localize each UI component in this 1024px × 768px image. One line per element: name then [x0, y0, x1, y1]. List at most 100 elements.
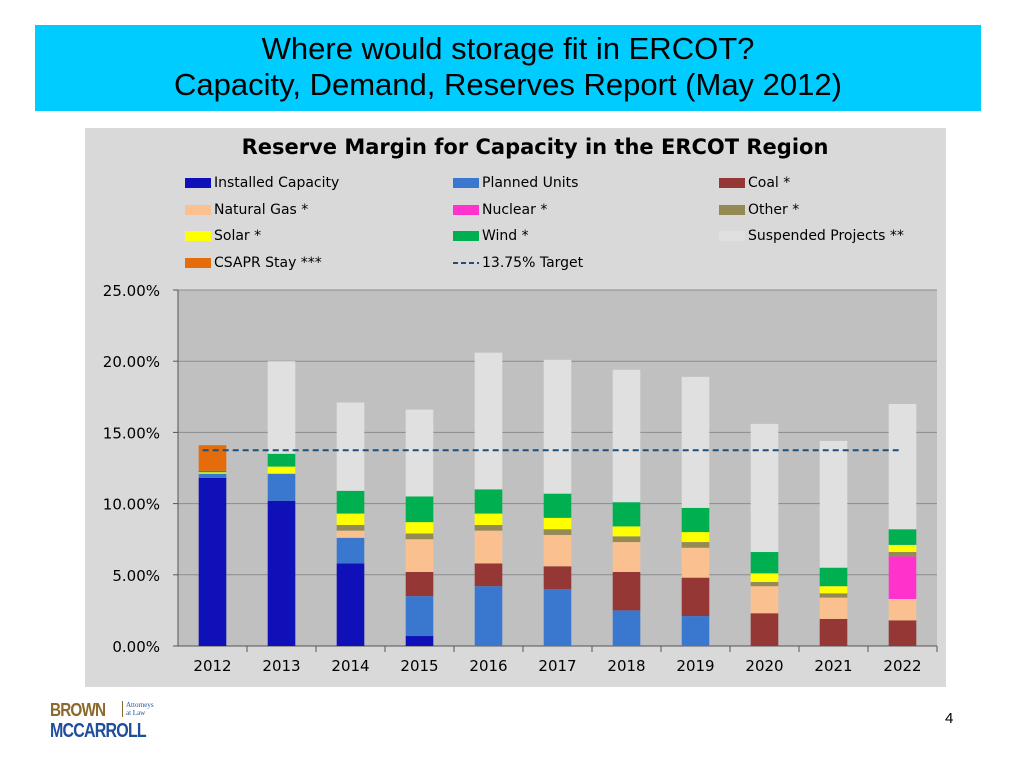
bar-segment-natural-gas-2015	[405, 539, 434, 572]
bar-segment-wind-2021	[819, 567, 848, 587]
logo-brown-text: BROWN	[50, 700, 106, 720]
bar-segment-solar-2019	[681, 532, 710, 543]
bar-segment-natural-gas-2019	[681, 547, 710, 578]
x-tick-label: 2015	[400, 657, 438, 675]
bar-segment-planned-units-2013	[267, 473, 296, 501]
bar-segment-coal-2016	[474, 563, 503, 587]
bar-segment-natural-gas-2017	[543, 534, 572, 567]
legend-item-wind: Wind *	[453, 228, 529, 244]
slide-title-band: Where would storage fit in ERCOT? Capaci…	[35, 25, 981, 111]
bar-segment-coal-2018	[612, 571, 641, 611]
legend-item-coal-label: Coal *	[748, 175, 790, 191]
bar-segment-wind-2016	[474, 489, 503, 514]
legend-item-solar-swatch	[185, 231, 211, 241]
legend-item-csapr-stay-swatch	[185, 258, 211, 268]
x-tick-label: 2016	[469, 657, 507, 675]
chart-panel: Reserve Margin for Capacity in the ERCOT…	[85, 128, 946, 687]
chart-legend: Installed Capacity Planned Units Coal * Nat…	[185, 175, 904, 271]
bar-segment-coal-2022	[888, 620, 917, 646]
bar-segment-wind-2020	[750, 552, 779, 574]
bar-segment-planned-units-2012	[198, 473, 227, 478]
bar-segment-installed-capacity-2013	[267, 500, 296, 646]
bar-segment-planned-units-2015	[405, 596, 434, 637]
legend-item-nuclear: Nuclear *	[453, 202, 547, 218]
bar-segment-natural-gas-2020	[750, 586, 779, 614]
legend-item-planned-units-swatch	[453, 178, 479, 188]
logo-tagline: Attorneys at Law	[122, 701, 154, 717]
bar-segment-wind-2014	[336, 490, 365, 514]
chart-title: Reserve Margin for Capacity in the ERCOT…	[242, 135, 829, 159]
bar-segment-natural-gas-2014	[336, 530, 365, 538]
bar-segment-planned-units-2016	[474, 586, 503, 646]
logo-mccarroll-text: MCCARROLL	[50, 720, 147, 742]
bar-segment-wind-2017	[543, 493, 572, 518]
legend-item-wind-swatch	[453, 231, 479, 241]
bar-segment-suspended-projects-2014	[336, 402, 365, 491]
bar-segment-solar-2018	[612, 526, 641, 537]
legend-item-coal: Coal *	[719, 175, 790, 191]
bar-segment-installed-capacity-2015	[405, 636, 434, 646]
bar-segment-suspended-projects-2013	[267, 361, 296, 454]
legend-item-planned-units: Planned Units	[453, 175, 578, 191]
bar-segment-wind-2012	[198, 470, 227, 473]
y-tick-label: 0.00%	[112, 638, 160, 656]
bar-segment-planned-units-2017	[543, 589, 572, 646]
bar-segment-coal-2020	[750, 613, 779, 646]
plot-area: 0.00% 5.00% 10.00% 15.00% 20.00% 25.00% 2012 20…	[103, 282, 938, 675]
bar-segment-solar-2014	[336, 513, 365, 525]
bar-segment-suspended-projects-2019	[681, 376, 710, 508]
bar-segment-other-2017	[543, 529, 572, 535]
y-tick-label: 20.00%	[103, 353, 160, 371]
logo-tagline-2: at Law	[126, 709, 146, 717]
bar-segment-suspended-projects-2017	[543, 359, 572, 494]
bar-segment-wind-2013	[267, 453, 296, 467]
x-tick-label: 2017	[538, 657, 576, 675]
chart-svg: Reserve Margin for Capacity in the ERCOT…	[103, 135, 938, 675]
legend-item-suspended-projects-label: Suspended Projects **	[748, 228, 904, 244]
x-tick-label: 2012	[193, 657, 231, 675]
bar-segment-coal-2019	[681, 577, 710, 617]
legend-item-installed-capacity-label: Installed Capacity	[214, 175, 339, 191]
legend-item-solar: Solar *	[185, 228, 261, 244]
bar-segment-installed-capacity-2014	[336, 563, 365, 646]
y-tick-label: 10.00%	[103, 496, 160, 514]
bar-segment-solar-2022	[888, 544, 917, 553]
bar-segment-other-2014	[336, 524, 365, 531]
bar-segment-wind-2015	[405, 496, 434, 523]
legend-item-other: Other *	[719, 202, 799, 218]
legend-item-wind-label: Wind *	[482, 228, 529, 244]
x-tick-label: 2013	[262, 657, 300, 675]
x-tick-label: 2014	[331, 657, 369, 675]
legend-item-planned-units-label: Planned Units	[482, 175, 578, 191]
bar-segment-other-2019	[681, 542, 710, 548]
x-tick-label: 2022	[883, 657, 921, 675]
bar-segment-wind-2019	[681, 507, 710, 533]
bar-segment-solar-2015	[405, 522, 434, 534]
page-number: 4	[945, 710, 954, 727]
bar-segment-coal-2021	[819, 618, 848, 646]
bar-segment-solar-2013	[267, 466, 296, 474]
legend-item-natural-gas-swatch	[185, 205, 211, 215]
bar-segment-other-2021	[819, 593, 848, 598]
legend-item-coal-swatch	[719, 178, 745, 188]
logo-tagline-1: Attorneys	[126, 701, 154, 709]
bar-segment-suspended-projects-2022	[888, 403, 917, 530]
bar-segment-suspended-projects-2016	[474, 352, 503, 490]
bar-segment-other-2018	[612, 536, 641, 543]
legend-item-installed-capacity: Installed Capacity	[185, 175, 339, 191]
bar-segment-other-2015	[405, 533, 434, 540]
bar-segment-solar-2017	[543, 517, 572, 530]
bar-segment-suspended-projects-2021	[819, 440, 848, 568]
bar-segment-suspended-projects-2018	[612, 369, 641, 503]
bar-segment-wind-2022	[888, 529, 917, 545]
legend-item-natural-gas: Natural Gas *	[185, 202, 308, 218]
legend-item-suspended-projects-swatch	[719, 231, 745, 241]
bar-segment-csapr-stay-2012	[198, 445, 227, 471]
x-tick-label: 2020	[745, 657, 783, 675]
legend-item-nuclear-swatch	[453, 205, 479, 215]
legend-item-installed-capacity-swatch	[185, 178, 211, 188]
bar-segment-other-2020	[750, 581, 779, 587]
brown-mccarroll-logo: BROWN Attorneys at Law MCCARROLL	[50, 700, 170, 748]
x-tick-label: 2019	[676, 657, 714, 675]
x-tick-label: 2018	[607, 657, 645, 675]
